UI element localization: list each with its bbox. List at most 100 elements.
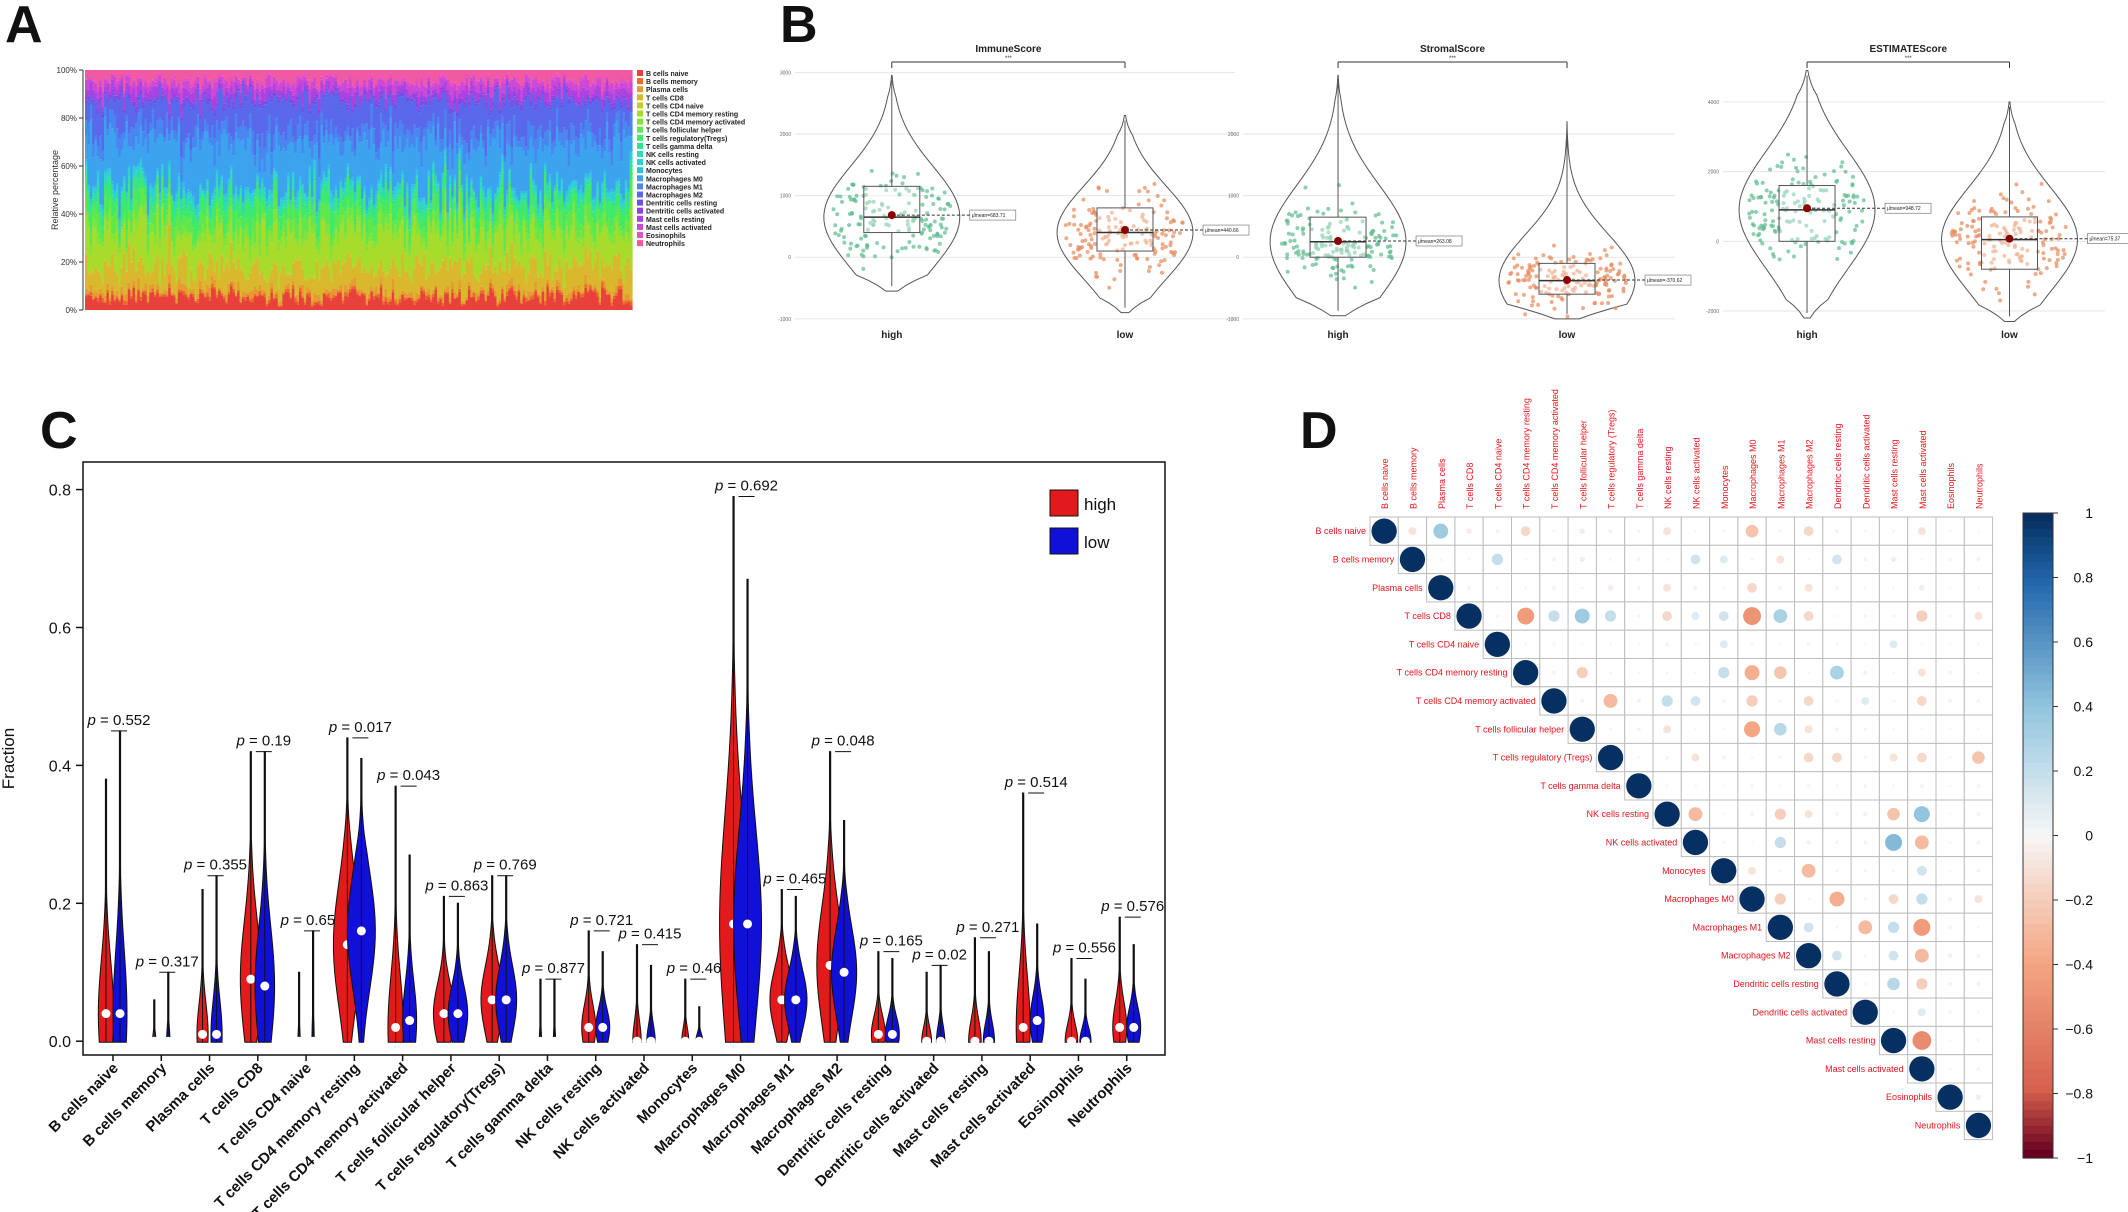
area-segment-dentritic-cells-resting	[99, 100, 103, 103]
area-segment-mast-cells-activated	[318, 91, 322, 99]
area-segment-t-cells-cd4-naive	[260, 270, 264, 272]
area-segment-t-cells-cd4-memory-resting	[496, 232, 500, 274]
area-segment-macrophages-m0	[477, 146, 481, 208]
area-segment-t-cells-cd8	[137, 261, 141, 278]
area-segment-macrophages-m0	[496, 126, 500, 188]
area-segment-mast-cells-resting	[327, 80, 331, 91]
area-segment-eosinophils	[341, 81, 345, 83]
area-segment-t-cells-cd4-memory-activated	[294, 238, 298, 242]
area-segment-dentritic-cells-resting	[596, 99, 600, 101]
area-segment-t-cells-regulatory-tregs	[496, 197, 500, 214]
area-segment-b-cells-naive	[532, 298, 536, 310]
area-segment-b-cells-memory	[339, 290, 343, 293]
area-segment-dentritic-cells-resting	[458, 101, 462, 105]
area-segment-t-cells-follicular-helper	[586, 205, 590, 222]
area-segment-eosinophils	[387, 77, 391, 80]
area-segment-macrophages-m0	[294, 153, 298, 198]
area-segment-t-cells-gamma-delta	[453, 183, 457, 185]
area-segment-neutrophils	[256, 70, 260, 80]
area-segment-t-cells-gamma-delta	[524, 202, 528, 205]
area-segment-t-cells-gamma-delta	[582, 203, 586, 206]
area-segment-t-cells-cd4-naive	[277, 286, 281, 289]
area-segment-monocytes	[158, 192, 162, 195]
area-segment-monocytes	[232, 194, 236, 198]
area-segment-t-cells-cd4-naive	[358, 255, 362, 259]
area-segment-b-cells-memory	[139, 296, 143, 301]
area-segment-b-cells-naive	[503, 301, 507, 310]
area-segment-t-cells-cd4-memory-resting	[451, 246, 455, 264]
area-segment-t-cells-cd8	[341, 264, 345, 297]
area-segment-t-cells-regulatory-tregs	[213, 204, 217, 226]
area-segment-macrophages-m0	[572, 140, 576, 181]
area-segment-macrophages-m2	[484, 107, 488, 157]
area-segment-t-cells-gamma-delta	[241, 213, 245, 216]
area-segment-macrophages-m2	[192, 109, 195, 138]
area-segment-t-cells-cd4-memory-activated	[505, 220, 509, 230]
area-segment-monocytes	[434, 173, 438, 177]
area-segment-t-cells-cd4-naive	[453, 260, 457, 262]
area-segment-t-cells-regulatory-tregs	[370, 200, 374, 218]
area-segment-macrophages-m0	[458, 134, 462, 149]
area-segment-t-cells-gamma-delta	[175, 208, 179, 210]
area-segment-mast-cells-resting	[527, 82, 531, 87]
area-segment-nk-cells-activated	[494, 195, 498, 200]
area-segment-dentritic-cells-resting	[101, 113, 105, 119]
area-segment-plasma-cells	[134, 294, 138, 301]
area-segment-monocytes	[425, 203, 429, 206]
area-segment-nk-cells-resting	[553, 189, 557, 192]
area-segment-eosinophils	[118, 77, 122, 81]
area-segment-monocytes	[96, 170, 100, 173]
area-segment-nk-cells-resting	[213, 196, 217, 201]
area-segment-t-cells-gamma-delta	[130, 211, 134, 214]
area-segment-nk-cells-resting	[85, 166, 88, 173]
area-segment-t-cells-cd4-memory-resting	[230, 220, 234, 242]
area-segment-mast-cells-activated	[513, 77, 517, 87]
area-segment-t-cells-cd4-naive	[365, 270, 369, 273]
area-segment-macrophages-m0	[574, 153, 578, 181]
area-segment-eosinophils	[467, 86, 471, 90]
area-segment-mast-cells-resting	[251, 84, 255, 99]
area-segment-plasma-cells	[593, 285, 597, 289]
area-segment-mast-cells-activated	[494, 78, 498, 85]
area-segment-t-cells-gamma-delta	[115, 197, 119, 199]
area-segment-t-cells-regulatory-tregs	[612, 206, 616, 219]
area-segment-t-cells-cd8	[258, 274, 262, 285]
area-segment-t-cells-regulatory-tregs	[301, 207, 305, 218]
area-segment-dentritic-cells-resting	[446, 101, 450, 104]
area-segment-t-cells-follicular-helper	[413, 199, 417, 215]
area-segment-b-cells-naive	[544, 305, 547, 310]
area-segment-b-cells-naive	[277, 306, 281, 310]
area-segment-neutrophils	[551, 70, 555, 77]
area-segment-nk-cells-activated	[239, 188, 243, 190]
area-segment-nk-cells-activated	[422, 198, 426, 202]
area-segment-t-cells-cd4-memory-activated	[425, 247, 429, 251]
area-segment-b-cells-memory	[513, 290, 517, 295]
area-segment-neutrophils	[230, 70, 234, 77]
area-segment-t-cells-cd8	[115, 274, 119, 291]
area-segment-b-cells-naive	[446, 293, 450, 310]
area-segment-plasma-cells	[194, 298, 198, 301]
area-segment-mast-cells-activated	[522, 84, 526, 88]
area-segment-t-cells-cd4-memory-activated	[203, 229, 207, 242]
area-segment-dentritic-cells-activated	[123, 109, 127, 113]
area-segment-t-cells-cd4-memory-activated	[180, 235, 184, 241]
area-segment-b-cells-naive	[441, 306, 445, 310]
area-segment-nk-cells-activated	[501, 156, 505, 163]
area-segment-t-cells-gamma-delta	[120, 196, 124, 199]
area-segment-t-cells-cd4-naive	[434, 271, 438, 274]
area-segment-monocytes	[353, 192, 357, 195]
area-segment-b-cells-memory	[608, 293, 612, 295]
area-segment-macrophages-m1	[106, 129, 110, 135]
area-segment-nk-cells-activated	[546, 185, 550, 192]
area-segment-b-cells-naive	[182, 295, 186, 310]
area-segment-t-cells-cd4-memory-resting	[406, 229, 410, 270]
area-segment-t-cells-cd4-memory-resting	[413, 216, 417, 267]
area-segment-t-cells-cd8	[598, 277, 602, 298]
area-segment-macrophages-m0	[589, 132, 593, 171]
area-segment-neutrophils	[120, 70, 124, 74]
area-segment-t-cells-gamma-delta	[574, 190, 578, 195]
area-segment-t-cells-cd8	[308, 277, 312, 290]
area-segment-monocytes	[382, 187, 386, 190]
area-segment-t-cells-cd8	[158, 286, 162, 293]
area-segment-nk-cells-activated	[406, 184, 410, 189]
